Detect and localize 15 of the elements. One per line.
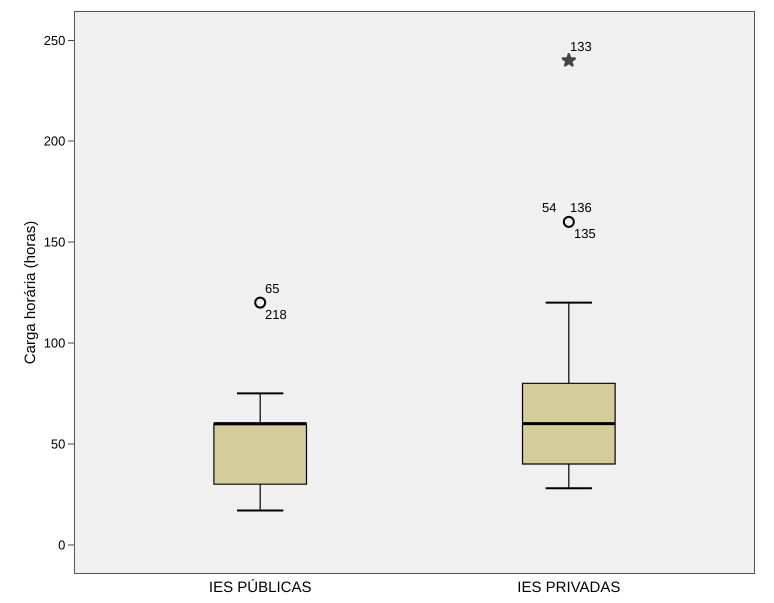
- y-tick-label: 200: [44, 134, 66, 149]
- y-axis-title: Carga horária (horas): [22, 220, 39, 364]
- annotation: 218: [265, 307, 287, 322]
- annotation: 54: [542, 200, 556, 215]
- annotation: 65: [265, 281, 280, 296]
- annotation: 135: [574, 226, 596, 241]
- y-tick-label: 150: [44, 234, 66, 250]
- annotation: 133: [570, 39, 592, 54]
- x-tick-label: IES PRIVADAS: [517, 579, 620, 596]
- y-tick-label: 100: [44, 336, 66, 350]
- x-tick-label: IES PÚBLICAS: [208, 578, 312, 596]
- y-tick-label: 50: [50, 436, 66, 452]
- y-tick-label: 0: [58, 537, 66, 552]
- y-tick-label: 250: [44, 32, 66, 48]
- annotation: 136: [570, 200, 592, 215]
